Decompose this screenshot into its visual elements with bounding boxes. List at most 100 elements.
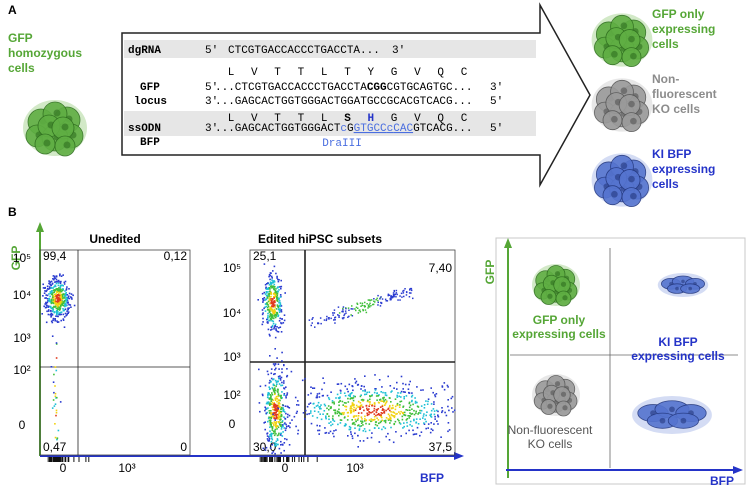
event-dot xyxy=(267,420,269,423)
event-dot xyxy=(269,447,272,449)
event-dot xyxy=(55,315,57,317)
event-dot xyxy=(360,305,362,307)
event-dot xyxy=(365,419,367,422)
strand-end: 5′ xyxy=(205,45,218,57)
event-dot xyxy=(56,438,58,441)
event-dot xyxy=(403,411,406,414)
event-dot xyxy=(266,396,269,399)
event-dot xyxy=(57,294,60,297)
event-dot xyxy=(273,421,276,423)
event-dot xyxy=(359,408,361,410)
event-dot xyxy=(276,439,279,441)
event-dot xyxy=(61,301,63,303)
event-dot xyxy=(360,399,363,401)
event-dot xyxy=(393,289,395,292)
event-dot xyxy=(275,397,278,400)
event-dot xyxy=(433,401,435,403)
event-dot xyxy=(399,423,402,425)
event-dot xyxy=(45,304,48,306)
event-dot xyxy=(50,287,53,289)
event-dot xyxy=(62,285,64,287)
event-dot xyxy=(274,379,277,382)
event-dot xyxy=(416,386,418,388)
event-dot xyxy=(62,297,64,299)
event-dot xyxy=(275,381,278,384)
event-dot xyxy=(313,406,316,409)
event-dot xyxy=(265,292,268,294)
event-dot xyxy=(277,409,280,412)
event-dot xyxy=(408,417,411,419)
event-dot xyxy=(402,382,404,385)
event-dot xyxy=(385,394,388,397)
event-dot xyxy=(58,287,60,289)
event-dot xyxy=(397,299,399,301)
event-dot xyxy=(274,399,277,401)
event-dot xyxy=(281,371,283,374)
event-dot xyxy=(366,414,369,417)
event-dot xyxy=(271,316,274,318)
event-dot xyxy=(410,289,413,292)
event-dot xyxy=(315,405,318,407)
event-dot xyxy=(43,292,46,294)
event-dot xyxy=(347,390,349,393)
event-dot xyxy=(400,400,403,403)
event-dot xyxy=(283,382,285,384)
event-dot xyxy=(362,390,364,392)
event-dot xyxy=(48,299,51,301)
event-dot xyxy=(273,432,275,435)
event-dot xyxy=(271,452,273,455)
event-dot xyxy=(297,432,299,435)
event-dot xyxy=(285,395,287,397)
event-dot xyxy=(51,321,54,324)
event-dot xyxy=(269,318,272,320)
event-dot xyxy=(349,426,352,429)
event-dot xyxy=(364,389,366,391)
event-dot xyxy=(274,393,276,395)
nucleus xyxy=(669,406,675,413)
event-dot xyxy=(60,313,62,316)
event-dot xyxy=(383,396,385,399)
event-dot xyxy=(49,281,52,283)
event-dot xyxy=(272,270,274,272)
event-dot xyxy=(283,442,286,444)
event-dot xyxy=(272,320,275,323)
event-dot xyxy=(275,395,278,398)
event-dot xyxy=(284,417,286,420)
event-dot xyxy=(447,422,450,424)
nucleus xyxy=(628,100,635,108)
event-dot xyxy=(368,423,371,425)
event-dot xyxy=(60,311,63,313)
event-dot xyxy=(279,399,281,402)
event-dot xyxy=(380,414,382,417)
event-dot xyxy=(57,284,60,287)
event-dot xyxy=(387,432,389,435)
event-dot xyxy=(283,314,286,316)
event-dot xyxy=(392,411,394,413)
event-dot xyxy=(396,388,398,390)
event-dot xyxy=(58,289,61,291)
event-dot xyxy=(283,427,285,429)
event-dot xyxy=(269,430,271,432)
event-dot xyxy=(270,377,273,380)
event-dot xyxy=(52,278,54,280)
event-dot xyxy=(394,405,397,408)
amino-acid: T xyxy=(274,113,281,125)
event-dot xyxy=(278,416,280,419)
event-dot xyxy=(370,420,372,423)
event-dot xyxy=(333,430,335,432)
event-dot xyxy=(334,409,337,411)
event-dot xyxy=(270,372,273,375)
event-dot xyxy=(273,300,276,302)
event-dot xyxy=(343,314,345,317)
event-dot xyxy=(54,306,57,308)
event-dot xyxy=(376,424,379,427)
event-dot xyxy=(409,409,411,411)
event-dot xyxy=(411,408,413,410)
event-dot xyxy=(419,418,421,420)
event-dot xyxy=(276,304,279,306)
event-dot xyxy=(270,380,272,383)
event-dot xyxy=(277,389,279,391)
event-dot xyxy=(64,303,66,305)
event-dot xyxy=(271,279,273,281)
event-dot xyxy=(267,312,269,315)
